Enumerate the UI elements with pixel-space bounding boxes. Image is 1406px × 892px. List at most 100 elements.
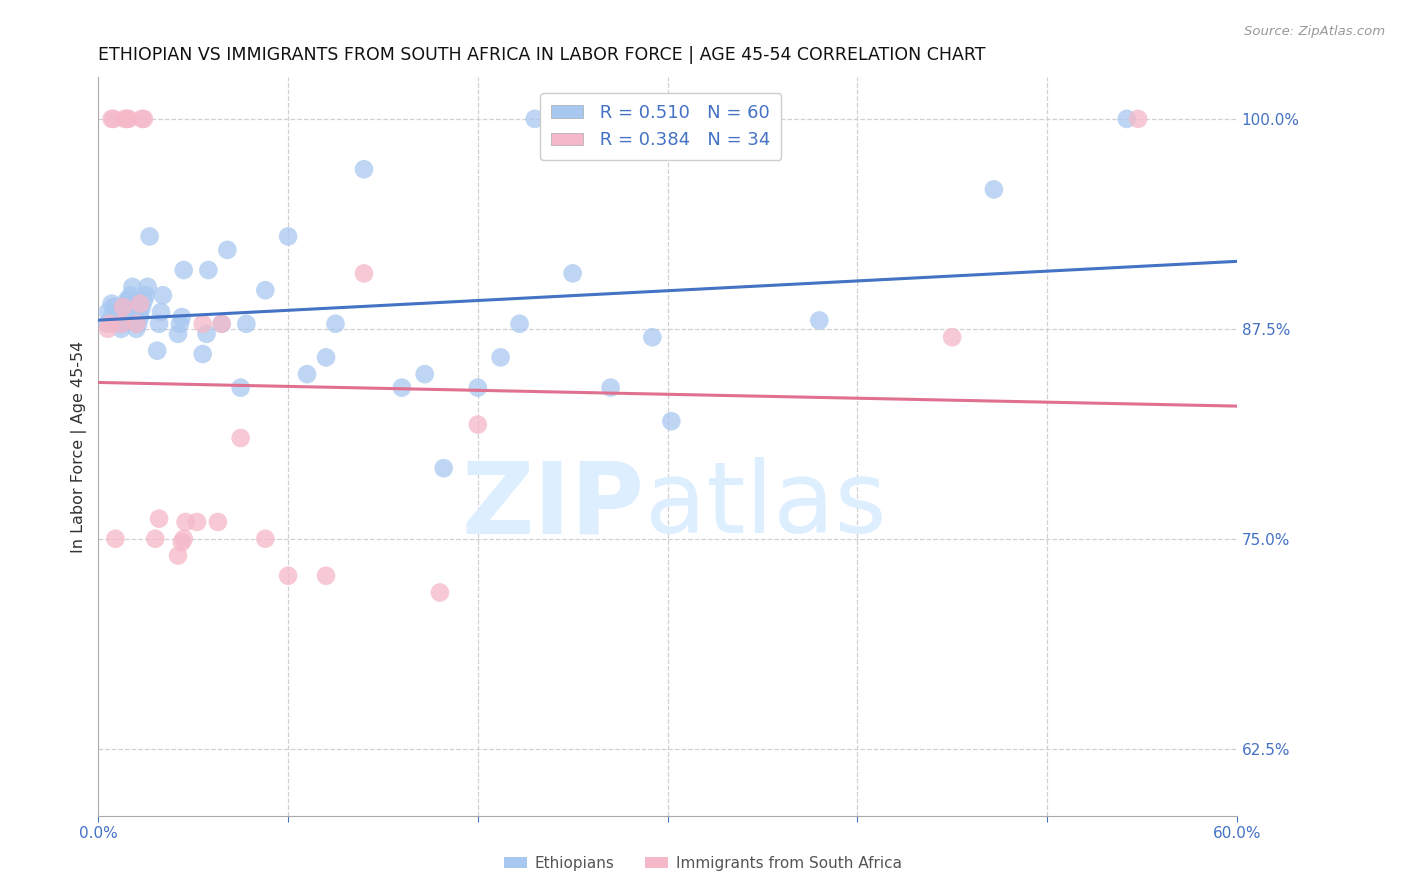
Point [131, 112, 153, 126]
Point [111, 300, 134, 314]
Text: atlas: atlas [645, 457, 886, 554]
Point [97, 305, 120, 319]
Point [129, 296, 152, 310]
Point [186, 515, 208, 529]
Point [277, 568, 299, 582]
Point [152, 288, 174, 302]
Point [325, 317, 347, 331]
Point [167, 549, 190, 563]
Point [983, 182, 1005, 196]
Point [207, 515, 229, 529]
Text: ETHIOPIAN VS IMMIGRANTS FROM SOUTH AFRICA IN LABOR FORCE | AGE 45-54 CORRELATION: ETHIOPIAN VS IMMIGRANTS FROM SOUTH AFRIC… [98, 46, 986, 64]
Point [173, 263, 195, 277]
Point [173, 532, 195, 546]
Point [100, 310, 122, 324]
Point [136, 280, 159, 294]
Point [115, 293, 138, 308]
Point [277, 229, 299, 244]
Point [114, 300, 136, 314]
Point [100, 112, 122, 126]
Point [149, 305, 172, 319]
Point [143, 532, 166, 546]
Point [110, 317, 132, 331]
Point [98, 317, 121, 331]
Point [295, 367, 318, 381]
Y-axis label: In Labor Force | Age 45-54: In Labor Force | Age 45-54 [72, 340, 87, 552]
Point [121, 280, 143, 294]
Point [229, 381, 252, 395]
Point [129, 305, 152, 319]
Point [174, 515, 197, 529]
Point [254, 283, 277, 297]
Point [170, 535, 193, 549]
Point [413, 367, 436, 381]
Point [315, 351, 337, 365]
Point [115, 112, 138, 126]
Point [217, 243, 239, 257]
Point [489, 351, 512, 365]
Point [1126, 112, 1149, 126]
Point [125, 322, 148, 336]
Point [132, 293, 155, 308]
Point [195, 326, 218, 341]
Point [467, 381, 489, 395]
Point [97, 322, 120, 336]
Point [111, 305, 134, 319]
Point [127, 317, 149, 331]
Point [523, 112, 546, 126]
Point [429, 585, 451, 599]
Point [118, 293, 141, 308]
Point [353, 162, 375, 177]
Legend: Ethiopians, Immigrants from South Africa: Ethiopians, Immigrants from South Africa [498, 850, 908, 877]
Point [433, 461, 456, 475]
Legend:  R = 0.510   N = 60,  R = 0.384   N = 34: R = 0.510 N = 60, R = 0.384 N = 34 [540, 94, 782, 160]
Point [467, 417, 489, 432]
Point [561, 266, 583, 280]
Point [135, 288, 157, 302]
Point [118, 112, 141, 126]
Point [353, 266, 375, 280]
Point [111, 310, 134, 324]
Point [110, 317, 132, 331]
Point [169, 317, 191, 331]
Point [191, 317, 214, 331]
Text: ZIP: ZIP [463, 457, 645, 554]
Point [1115, 112, 1137, 126]
Point [131, 300, 153, 314]
Point [941, 330, 963, 344]
Point [191, 347, 214, 361]
Point [211, 317, 233, 331]
Point [129, 310, 152, 324]
Point [235, 317, 257, 331]
Point [125, 317, 148, 331]
Point [132, 112, 155, 126]
Point [254, 532, 277, 546]
Point [659, 414, 682, 428]
Point [97, 317, 120, 331]
Point [148, 317, 170, 331]
Point [599, 381, 621, 395]
Point [170, 310, 193, 324]
Point [138, 229, 160, 244]
Point [148, 511, 170, 525]
Point [146, 343, 169, 358]
Point [391, 381, 413, 395]
Point [118, 305, 141, 319]
Point [110, 322, 132, 336]
Point [104, 532, 127, 546]
Point [120, 288, 142, 302]
Point [114, 112, 136, 126]
Point [167, 326, 190, 341]
Point [115, 296, 138, 310]
Point [808, 313, 831, 327]
Point [211, 317, 233, 331]
Point [103, 300, 125, 314]
Point [100, 296, 122, 310]
Point [315, 568, 337, 582]
Point [103, 112, 125, 126]
Text: Source: ZipAtlas.com: Source: ZipAtlas.com [1244, 25, 1385, 38]
Point [229, 431, 252, 445]
Point [509, 317, 531, 331]
Point [641, 330, 664, 344]
Point [197, 263, 219, 277]
